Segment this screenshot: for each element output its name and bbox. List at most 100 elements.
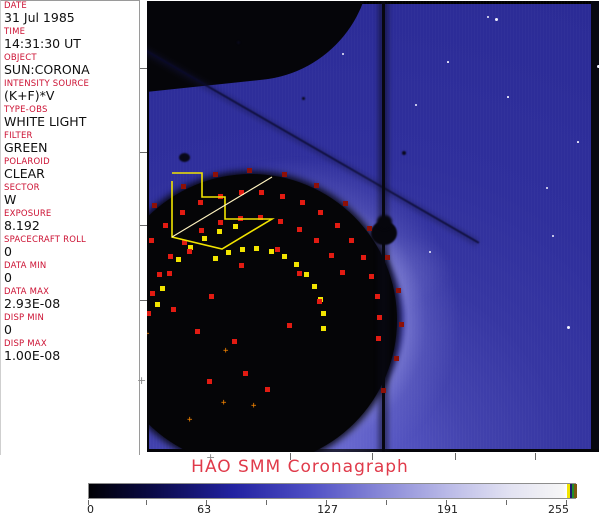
colorbar-tick-minor <box>386 500 388 505</box>
metadata-value: W <box>4 192 17 207</box>
marker-outer-ring <box>247 168 253 173</box>
marker-outer-ring <box>348 238 354 244</box>
marker-outer-ring <box>198 227 204 233</box>
marker-outer-ring <box>395 288 401 294</box>
marker-outer-ring <box>318 210 324 216</box>
marker-outer-ring <box>195 329 200 334</box>
page-title: HAO SMM Coronagraph <box>191 457 409 477</box>
coronagraph-image[interactable]: + + + + + <box>147 1 599 452</box>
star-point <box>507 96 509 98</box>
marker-outer-ring <box>168 254 173 260</box>
marker-outer-ring <box>374 294 380 300</box>
marker-outer-ring <box>217 219 223 225</box>
marker-outer-ring <box>376 315 382 321</box>
colorbar-tick-minor <box>146 500 148 505</box>
marker-outer-ring <box>375 335 381 341</box>
marker-outer-ring <box>299 200 305 206</box>
wireframe-polygon <box>171 172 275 250</box>
metadata-value: 2.93E-08 <box>4 296 61 311</box>
colorbar-band-blue <box>570 484 573 498</box>
axis-plus-bottom: + <box>206 451 216 464</box>
marker-outer-ring <box>394 356 399 362</box>
axis-plus-left: + <box>137 374 147 387</box>
star-point <box>342 53 344 55</box>
colorbar-gradient <box>89 484 567 498</box>
colorbar-tick-label: 127 <box>317 503 339 516</box>
axis-tick-left <box>140 68 147 69</box>
marker-outer-ring <box>360 255 366 261</box>
marker-inner-ring <box>320 311 326 317</box>
occulter-core <box>377 215 392 229</box>
metadata-key: TIME <box>4 27 26 37</box>
marker-outer-ring <box>243 371 248 376</box>
marker-outer-ring <box>317 299 322 304</box>
colorbar-tick-label: 255 <box>548 503 569 516</box>
colorbar-tick <box>206 500 208 505</box>
metadata-value: 0 <box>4 244 12 259</box>
metadata-field: EXPOSURE 8.192 <box>1 209 139 233</box>
image-artifact <box>179 153 190 162</box>
colorbar-tick-label: 63 <box>197 503 212 516</box>
marker-outer-ring <box>149 290 155 296</box>
marker-outer-ring <box>198 200 204 206</box>
marker-outer-ring <box>213 172 219 178</box>
occulting-disk <box>147 174 397 452</box>
marker-outer-ring <box>314 238 320 244</box>
axis-tick-left <box>140 300 147 301</box>
marker-inner-ring <box>232 224 238 230</box>
colorbar-band-yellow <box>567 484 570 498</box>
marker-outer-ring <box>297 226 303 232</box>
marker-outer-ring <box>157 271 163 277</box>
marker-outer-ring <box>179 210 185 216</box>
colorbar-track <box>88 483 577 499</box>
metadata-field: DATA MIN 0 <box>1 261 139 285</box>
colorbar-tick-minor <box>266 500 268 505</box>
colorbar-tick <box>446 500 448 505</box>
marker-inner-ring <box>201 235 207 241</box>
metadata-key: DATE <box>4 1 27 11</box>
metadata-sidebar: DATE 31 Jul 1985 TIME 14:31:30 UT OBJECT SUN:… <box>0 0 140 455</box>
marker-inner-ring <box>176 256 182 262</box>
marker-outer-ring <box>278 219 284 225</box>
marker-outer-ring <box>279 193 285 199</box>
marker-outer-ring <box>181 184 187 190</box>
metadata-field-list: DATE 31 Jul 1985 TIME 14:31:30 UT OBJECT SUN:… <box>1 1 139 363</box>
axis-tick-left <box>140 152 147 153</box>
metadata-field: DISP MIN 0 <box>1 313 139 337</box>
axis-tick-bottom <box>455 453 456 460</box>
marker-outer-ring <box>398 322 404 328</box>
marker-inner-ring <box>254 246 260 252</box>
marker-outer-ring <box>147 310 152 316</box>
marker-outer-ring <box>238 190 244 196</box>
metadata-field: DISP MAX 1.00E-08 <box>1 339 139 363</box>
metadata-field: DATE 31 Jul 1985 <box>1 1 139 25</box>
metadata-key: DISP MAX <box>4 339 47 349</box>
star-point <box>577 141 579 143</box>
metadata-field: OBJECT SUN:CORONA <box>1 53 139 77</box>
marker-outer-ring <box>259 190 265 196</box>
marker-inner-ring <box>320 325 326 331</box>
image-artifact <box>402 151 406 155</box>
axis-tick-bottom <box>372 453 373 460</box>
wireframe-diagonal <box>171 176 273 238</box>
marker-inner-ring <box>240 246 246 252</box>
metadata-value: 0 <box>4 270 12 285</box>
marker-outer-ring <box>297 271 302 276</box>
colorbar-tick <box>566 500 567 505</box>
colorbar-tick <box>326 500 328 505</box>
metadata-field: SPACECRAFT ROLL 0 <box>1 235 139 259</box>
marker-outer-ring <box>369 274 375 280</box>
marker-outer-ring <box>265 387 270 392</box>
marker-inner-ring <box>304 271 310 277</box>
colorbar[interactable]: 0 63 127 191 255 <box>87 483 577 516</box>
star-point <box>447 61 449 63</box>
marker-inner-ring <box>294 261 300 267</box>
marker-outer-ring <box>343 201 349 207</box>
marker-outer-ring <box>239 263 244 268</box>
star-point <box>546 187 548 189</box>
metadata-value: CLEAR <box>4 166 45 181</box>
metadata-value: 14:31:30 UT <box>4 36 81 51</box>
metadata-key: POLAROID <box>4 157 50 167</box>
marker-inner-ring <box>159 285 165 291</box>
colorbar-tick-label: 191 <box>437 503 459 516</box>
